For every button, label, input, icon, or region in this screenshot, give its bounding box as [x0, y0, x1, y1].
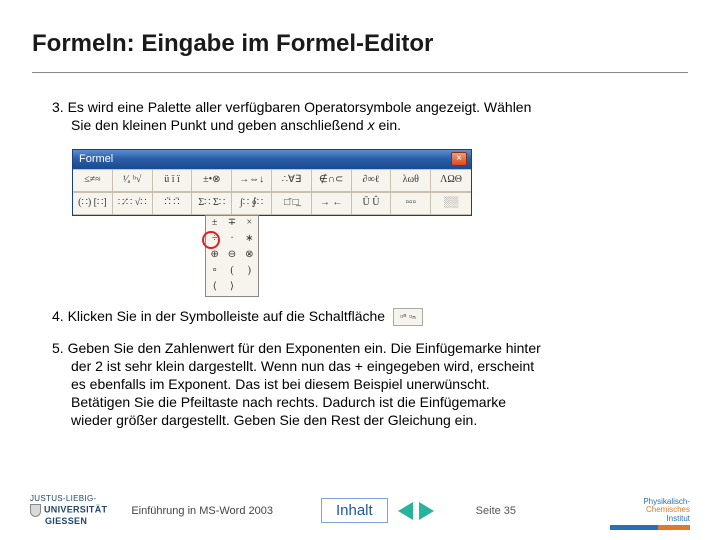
step-5-num: 5.	[52, 340, 64, 356]
step-4-text: Klicken Sie in der Symbolleiste auf die …	[68, 308, 386, 324]
dropdown-cell[interactable]: (	[223, 264, 240, 280]
close-icon[interactable]: ×	[451, 152, 467, 166]
university-logo: JUSTUS-LIEBIG- UNIVERSITÄT GIESSEN	[30, 495, 107, 526]
slide: Formeln: Eingabe im Formel-Editor 3. Es …	[0, 0, 720, 540]
toolbar-cell[interactable]: →⇔↓	[232, 170, 272, 192]
step-3-line1: Es wird eine Palette aller verfügbaren O…	[68, 99, 532, 115]
nav-arrows	[398, 502, 434, 520]
dropdown-row: ⟨⟩	[206, 280, 258, 296]
step-5-l1: Geben Sie den Zahlenwert für den Exponen…	[68, 340, 541, 356]
step-5: 5. Geben Sie den Zahlenwert für den Expo…	[52, 340, 680, 430]
dropdown-cell[interactable]: ±	[206, 216, 223, 232]
dropdown-row: ±∓×	[206, 216, 258, 232]
toolbar-cell[interactable]: ≤≠≈	[73, 170, 113, 192]
formel-window: Formel × ≤≠≈¹⁄ₐ ᵇ√ü ï ï±•⊗→⇔↓∴∀∃∉∩⊂∂∞ℓλω…	[72, 149, 472, 216]
step-5-l2: der 2 ist sehr klein dargestellt. Wenn n…	[52, 358, 680, 376]
dropdown-cell[interactable]: ×	[241, 216, 258, 232]
dropdown-cell[interactable]: )	[241, 264, 258, 280]
dropdown-cell[interactable]: ⊗	[241, 248, 258, 264]
dropdown-row: ÷·∗	[206, 232, 258, 248]
prev-arrow-icon[interactable]	[398, 502, 413, 520]
toolbar-cell[interactable]: ∂∞ℓ	[352, 170, 392, 192]
dropdown-cell[interactable]: ⟩	[223, 280, 240, 296]
toolbar-cell[interactable]: ∫∷ ∮∷	[232, 193, 272, 215]
uni-line2: UNIVERSITÄT	[44, 504, 107, 514]
title-divider	[32, 72, 688, 73]
toolbar-cell[interactable]: ¹⁄ₐ ᵇ√	[113, 170, 153, 192]
toolbar-cell[interactable]: → ←	[312, 193, 352, 215]
formel-palette: Formel × ≤≠≈¹⁄ₐ ᵇ√ü ï ï±•⊗→⇔↓∴∀∃∉∩⊂∂∞ℓλω…	[72, 149, 680, 216]
slide-body: 3. Es wird eine Palette aller verfügbare…	[32, 99, 688, 430]
toolbar-cell[interactable]: □̄ □̲	[272, 193, 312, 215]
toolbar-row-1: ≤≠≈¹⁄ₐ ᵇ√ü ï ï±•⊗→⇔↓∴∀∃∉∩⊂∂∞ℓλωθΛΩΘ	[73, 169, 471, 192]
toolbar-cell[interactable]: ü ï ï	[153, 170, 193, 192]
toolbar-cell[interactable]: ░░	[431, 193, 471, 215]
dropdown-row: ∘()	[206, 264, 258, 280]
dropdown-cell[interactable]: ∓	[223, 216, 240, 232]
toolbar-cell[interactable]: ∷⁄∷ √∷	[113, 193, 153, 215]
pci-logo: Physikalisch- Chemisches Institut	[610, 498, 690, 530]
step-3: 3. Es wird eine Palette aller verfügbare…	[52, 99, 680, 135]
pci-line-icon	[610, 525, 690, 530]
formel-titlebar: Formel ×	[73, 150, 471, 169]
step-5-l5: wieder größer dargestellt. Geben Sie den…	[52, 412, 680, 430]
toolbar-cell[interactable]: Ū Û	[352, 193, 392, 215]
uni-line1: JUSTUS-LIEBIG-	[30, 495, 107, 503]
dropdown-row: ⊕⊖⊗	[206, 248, 258, 264]
dropdown-cell[interactable]: ·	[223, 232, 240, 248]
dropdown-cell[interactable]: ⊕	[206, 248, 223, 264]
exponent-button[interactable]: ▫ⁿ ▫ₙ	[393, 308, 423, 326]
slide-title: Formeln: Eingabe im Formel-Editor	[32, 30, 688, 58]
toolbar-cell[interactable]: ∴∀∃	[272, 170, 312, 192]
step-3-num: 3.	[52, 99, 64, 115]
dropdown-cell[interactable]	[241, 280, 258, 296]
next-arrow-icon[interactable]	[419, 502, 434, 520]
toolbar-cell[interactable]: ▫▫▫	[391, 193, 431, 215]
toolbar-cell[interactable]: (∷) [∷]	[73, 193, 113, 215]
toolbar-cell[interactable]: ∷̈ ∷̈	[153, 193, 193, 215]
page-number: Seite 35	[476, 505, 516, 517]
step-4: 4. Klicken Sie in der Symbolleiste auf d…	[52, 308, 680, 326]
toolbar-row-2: (∷) [∷]∷⁄∷ √∷∷̈ ∷̈Σ∷ Σ∷∫∷ ∮∷□̄ □̲→ ←Ū Û▫…	[73, 192, 471, 215]
inhalt-button[interactable]: Inhalt	[321, 498, 388, 523]
toolbar-cell[interactable]: Σ∷ Σ∷	[192, 193, 232, 215]
dropdown-cell[interactable]: ÷	[206, 232, 223, 248]
uni-line3: GIESSEN	[30, 517, 107, 526]
dropdown-cell[interactable]: ∗	[241, 232, 258, 248]
shield-icon	[30, 504, 41, 517]
pci-l3: Institut	[666, 514, 690, 523]
step-3-var: x	[368, 117, 375, 133]
toolbar-cell[interactable]: λωθ	[391, 170, 431, 192]
toolbar-cell[interactable]: ∉∩⊂	[312, 170, 352, 192]
dropdown-cell[interactable]: ⊖	[223, 248, 240, 264]
step-3-line2: Sie den kleinen Punkt und geben anschlie…	[71, 117, 368, 133]
step-5-l4: Betätigen Sie die Pfeiltaste nach rechts…	[52, 394, 680, 412]
formel-window-title: Formel	[79, 152, 113, 166]
dropdown-cell[interactable]: ⟨	[206, 280, 223, 296]
toolbar-cell[interactable]: ΛΩΘ	[431, 170, 471, 192]
step-4-num: 4.	[52, 308, 64, 324]
toolbar-cell[interactable]: ±•⊗	[192, 170, 232, 192]
operator-dropdown: ±∓×÷·∗⊕⊖⊗∘()⟨⟩	[205, 215, 259, 297]
step-3-line2b: ein.	[375, 117, 401, 133]
course-name: Einführung in MS-Word 2003	[131, 505, 273, 517]
step-5-l3: es ebenfalls im Exponent. Das ist bei di…	[52, 376, 680, 394]
dropdown-cell[interactable]: ∘	[206, 264, 223, 280]
dropdown-spacer	[52, 230, 680, 308]
